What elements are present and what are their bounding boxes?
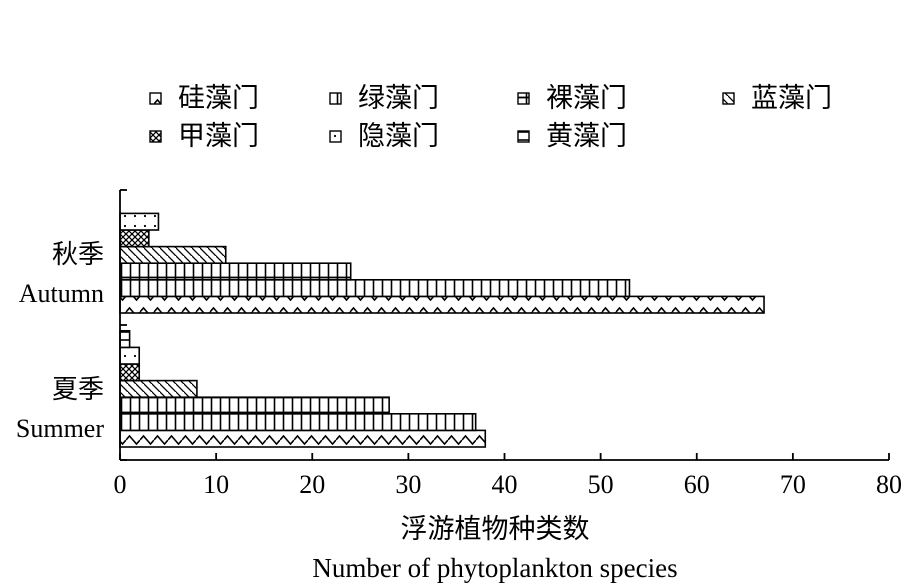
axes-layer: 0 10 20 30 40 50 60 70 80 秋季 Autumn 夏季 Summer	[16, 189, 902, 499]
legend-swatch	[329, 92, 342, 105]
bar-autumn-series-0	[119, 295, 765, 314]
legend-swatch	[329, 130, 342, 143]
bar-autumn-series-4	[119, 229, 150, 248]
category-label-zh: 秋季	[52, 240, 104, 269]
legend-label: 甲藻门	[178, 121, 259, 152]
legend-swatch	[722, 92, 735, 105]
bar-autumn-series-1	[119, 278, 631, 298]
legend-label: 黄藻门	[546, 121, 627, 152]
legend-swatch	[517, 92, 530, 105]
x-tick-label: 60	[684, 470, 710, 499]
legend-swatch	[149, 130, 162, 143]
x-tick-label: 20	[299, 470, 325, 499]
bar-summer-series-1	[119, 412, 477, 432]
legend-label: 硅藻门	[178, 83, 259, 114]
category-label-en: Autumn	[19, 279, 104, 308]
legend-swatch	[149, 92, 162, 105]
x-tick-label: 50	[588, 470, 614, 499]
bar-summer-series-4	[119, 363, 141, 382]
x-axis-title-zh: 浮游植物种类数	[401, 514, 590, 544]
bar-autumn-series-2	[119, 262, 352, 281]
bar-autumn-series-5	[119, 212, 160, 231]
category-label-zh: 夏季	[52, 375, 104, 404]
bar-summer-series-6	[119, 329, 131, 349]
legend-swatch	[517, 130, 530, 143]
legend-label: 绿藻门	[358, 83, 439, 114]
x-tick-label: 0	[114, 470, 127, 499]
x-axis-title-en: Number of phytoplankton species	[312, 553, 677, 583]
x-tick-label: 10	[203, 470, 229, 499]
x-tick-label: 40	[492, 470, 518, 499]
bar-summer-series-5	[119, 346, 141, 365]
bar-summer-series-2	[119, 396, 390, 415]
x-tick-label: 80	[876, 470, 902, 499]
bar-summer-series-3	[119, 379, 198, 399]
bar-summer-series-0	[119, 429, 487, 448]
legend-label: 蓝藻门	[751, 83, 832, 114]
bars-layer	[119, 212, 765, 448]
x-tick-label: 70	[780, 470, 806, 499]
bar-autumn-series-3	[119, 245, 227, 265]
category-label-en: Summer	[16, 414, 104, 443]
legend-label: 隐藻门	[358, 121, 439, 152]
x-tick-label: 30	[395, 470, 421, 499]
legend-label: 裸藻门	[546, 83, 627, 114]
